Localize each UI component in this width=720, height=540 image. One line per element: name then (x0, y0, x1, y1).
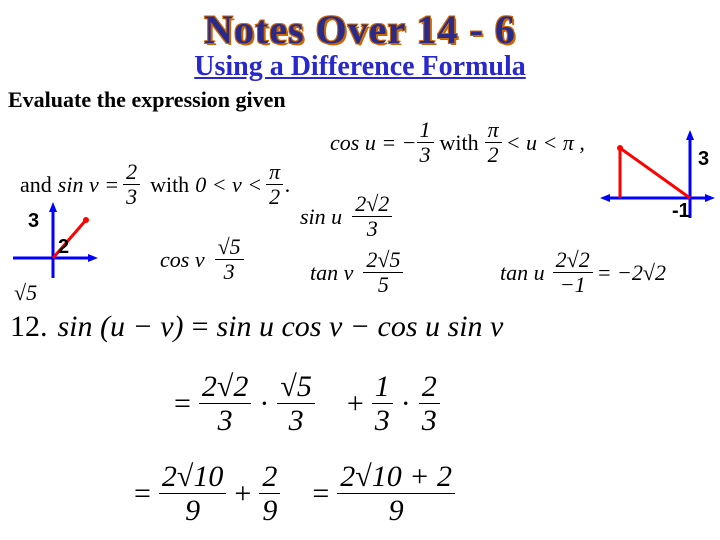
tanu: tan u 2√2−1 = −2√2 (500, 248, 666, 297)
tri-right-hyp: 3 (698, 148, 709, 171)
tanv: tan v 2√55 (310, 248, 403, 297)
triangle-right (600, 130, 715, 225)
tri-right-adj: -1 (672, 200, 690, 223)
given-cosu: cos u = − 13 with π2 < u < π , (330, 118, 585, 167)
cosu-label: cos u = − (330, 130, 417, 156)
tri-left-hyp: 3 (28, 210, 39, 233)
tri-left-adj: 2 (58, 236, 69, 259)
sinu: sin u 2√23 (300, 192, 392, 241)
step-2: = 2√109 + 29 = 2√10 + 29 (130, 460, 455, 527)
triangle-left (8, 200, 98, 290)
page-subtitle: Using a Difference Formula (0, 51, 720, 83)
page-title: Notes Over 14 - 6 (0, 0, 720, 53)
instruction-text: Evaluate the expression given (8, 87, 720, 113)
step-1: = 2√23 · √53 + 13 · 23 (170, 370, 440, 437)
tri-left-opp: √5 (14, 280, 37, 306)
problem-line: 12. sin (u − v) = sin u cos v − cos u si… (10, 310, 503, 344)
cosv: cos v √53 (160, 235, 244, 284)
